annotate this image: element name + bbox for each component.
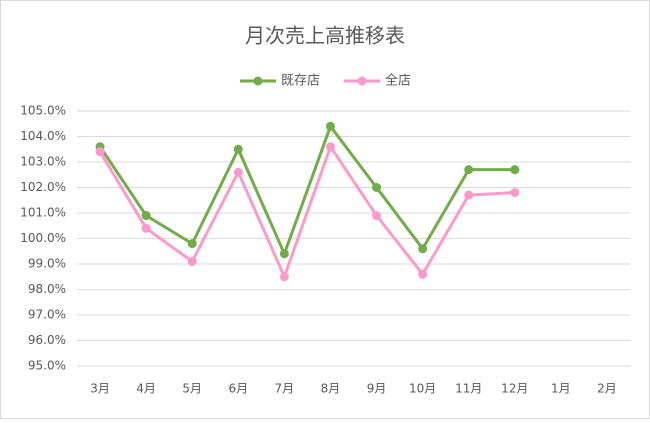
x-tick-label: 9月 [367,382,387,396]
y-tick-label: 105.0% [20,104,66,118]
data-point [233,167,243,177]
data-point [325,121,335,131]
data-point [510,165,520,175]
data-point [95,147,105,157]
legend-marker [357,76,367,86]
x-tick-label: 10月 [409,382,436,396]
legend-marker [253,76,263,86]
chart-title: 月次売上高推移表 [245,24,405,48]
data-point [418,269,428,279]
data-point [325,142,335,152]
data-point [372,183,382,192]
x-tick-label: 4月 [136,382,156,396]
legend-label: 全店 [385,73,411,89]
data-point [464,165,474,175]
y-tick-label: 96.0% [28,333,66,347]
series-line [98,124,515,256]
data-point [141,211,151,221]
data-point [510,188,520,198]
data-point [372,211,382,221]
data-point [141,223,151,233]
y-tick-label: 101.0% [20,206,66,220]
y-tick-label: 100.0% [20,231,66,245]
data-point [187,256,197,266]
legend-label: 既存店 [281,74,320,89]
data-point [279,272,289,282]
data-point [233,144,243,154]
x-tick-label: 5月 [182,382,202,396]
x-tick-label: 12月 [501,382,528,396]
x-tick-label: 3月 [90,382,110,396]
x-tick-label: 11月 [455,382,482,396]
y-tick-label: 102.0% [20,180,66,194]
data-point [279,249,289,259]
data-point [464,190,474,200]
y-tick-label: 95.0% [28,359,66,373]
series-line [98,145,515,279]
x-tick-label: 7月 [275,382,295,396]
data-point [187,239,197,249]
y-tick-label: 104.0% [20,129,66,143]
x-tick-label: 8月 [321,382,341,396]
x-tick-label: 2月 [597,382,617,396]
x-tick-label: 6月 [228,382,248,396]
data-point [418,244,428,254]
x-tick-label: 1月 [551,382,571,396]
y-tick-label: 103.0% [20,155,66,169]
y-tick-label: 98.0% [28,282,66,296]
y-tick-label: 99.0% [28,257,66,271]
y-tick-label: 97.0% [28,308,66,322]
